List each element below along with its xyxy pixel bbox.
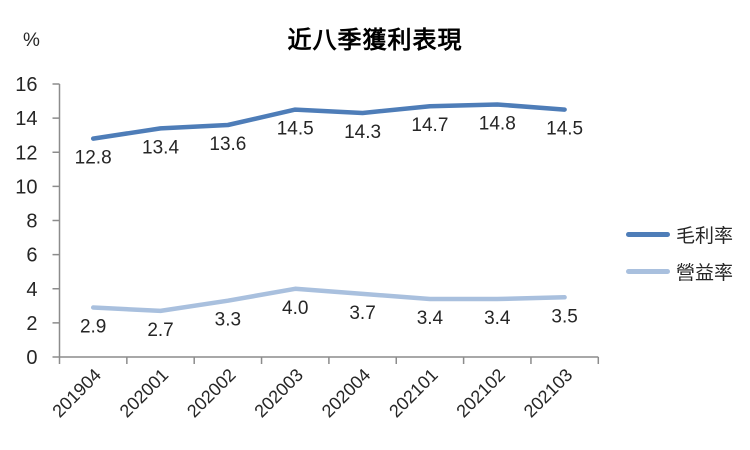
- legend-label-operating-margin: 營益率: [676, 263, 734, 284]
- data-label: 14.3: [344, 122, 381, 143]
- data-label: 3.7: [349, 303, 375, 324]
- data-label: 2.7: [147, 320, 173, 341]
- data-label: 3.4: [484, 308, 511, 329]
- legend-item-gross-margin: 毛利率: [626, 216, 733, 253]
- y-tick-label: 14: [15, 108, 37, 130]
- data-label: 3.5: [551, 306, 577, 327]
- x-category-label: 202101: [385, 365, 442, 422]
- y-tick-label: 0: [26, 347, 37, 369]
- y-tick-label: 12: [15, 142, 37, 164]
- data-label: 13.6: [209, 134, 246, 155]
- data-label: 4.0: [282, 298, 308, 319]
- chart-legend: 毛利率 營益率: [626, 216, 733, 290]
- y-tick-label: 8: [26, 211, 37, 233]
- y-tick-label: 10: [15, 176, 37, 198]
- gross-margin-line-swatch: [626, 232, 670, 237]
- x-category-label: 202003: [250, 365, 307, 422]
- operating-margin-line-swatch: [626, 269, 670, 274]
- data-label: 14.8: [479, 113, 516, 134]
- chart-title: 近八季獲利表現: [287, 27, 463, 54]
- y-tick-label: 16: [15, 74, 37, 96]
- x-category-label: 202002: [183, 365, 240, 422]
- y-axis-unit-label: %: [23, 30, 40, 51]
- x-category-label: 201904: [48, 365, 105, 422]
- x-category-label: 202001: [116, 365, 173, 422]
- x-category-label: 202004: [318, 365, 375, 422]
- x-category-label: 202103: [520, 365, 577, 422]
- legend-item-operating-margin: 營益率: [626, 253, 733, 290]
- series-line-1: [90, 286, 567, 314]
- data-label: 12.8: [75, 148, 112, 169]
- y-tick-label: 6: [26, 245, 37, 267]
- data-label: 3.4: [417, 308, 444, 329]
- data-label: 3.3: [215, 310, 241, 331]
- legend-label-gross-margin: 毛利率: [676, 226, 734, 247]
- data-label: 14.5: [546, 119, 583, 140]
- y-tick-label: 2: [26, 313, 37, 335]
- data-label: 14.7: [411, 115, 448, 136]
- data-label: 2.9: [80, 317, 106, 338]
- data-label: 14.5: [277, 119, 314, 140]
- x-category-label: 202102: [452, 365, 509, 422]
- data-label: 13.4: [142, 137, 179, 158]
- y-tick-label: 4: [26, 279, 37, 301]
- series-line-0: [90, 102, 567, 141]
